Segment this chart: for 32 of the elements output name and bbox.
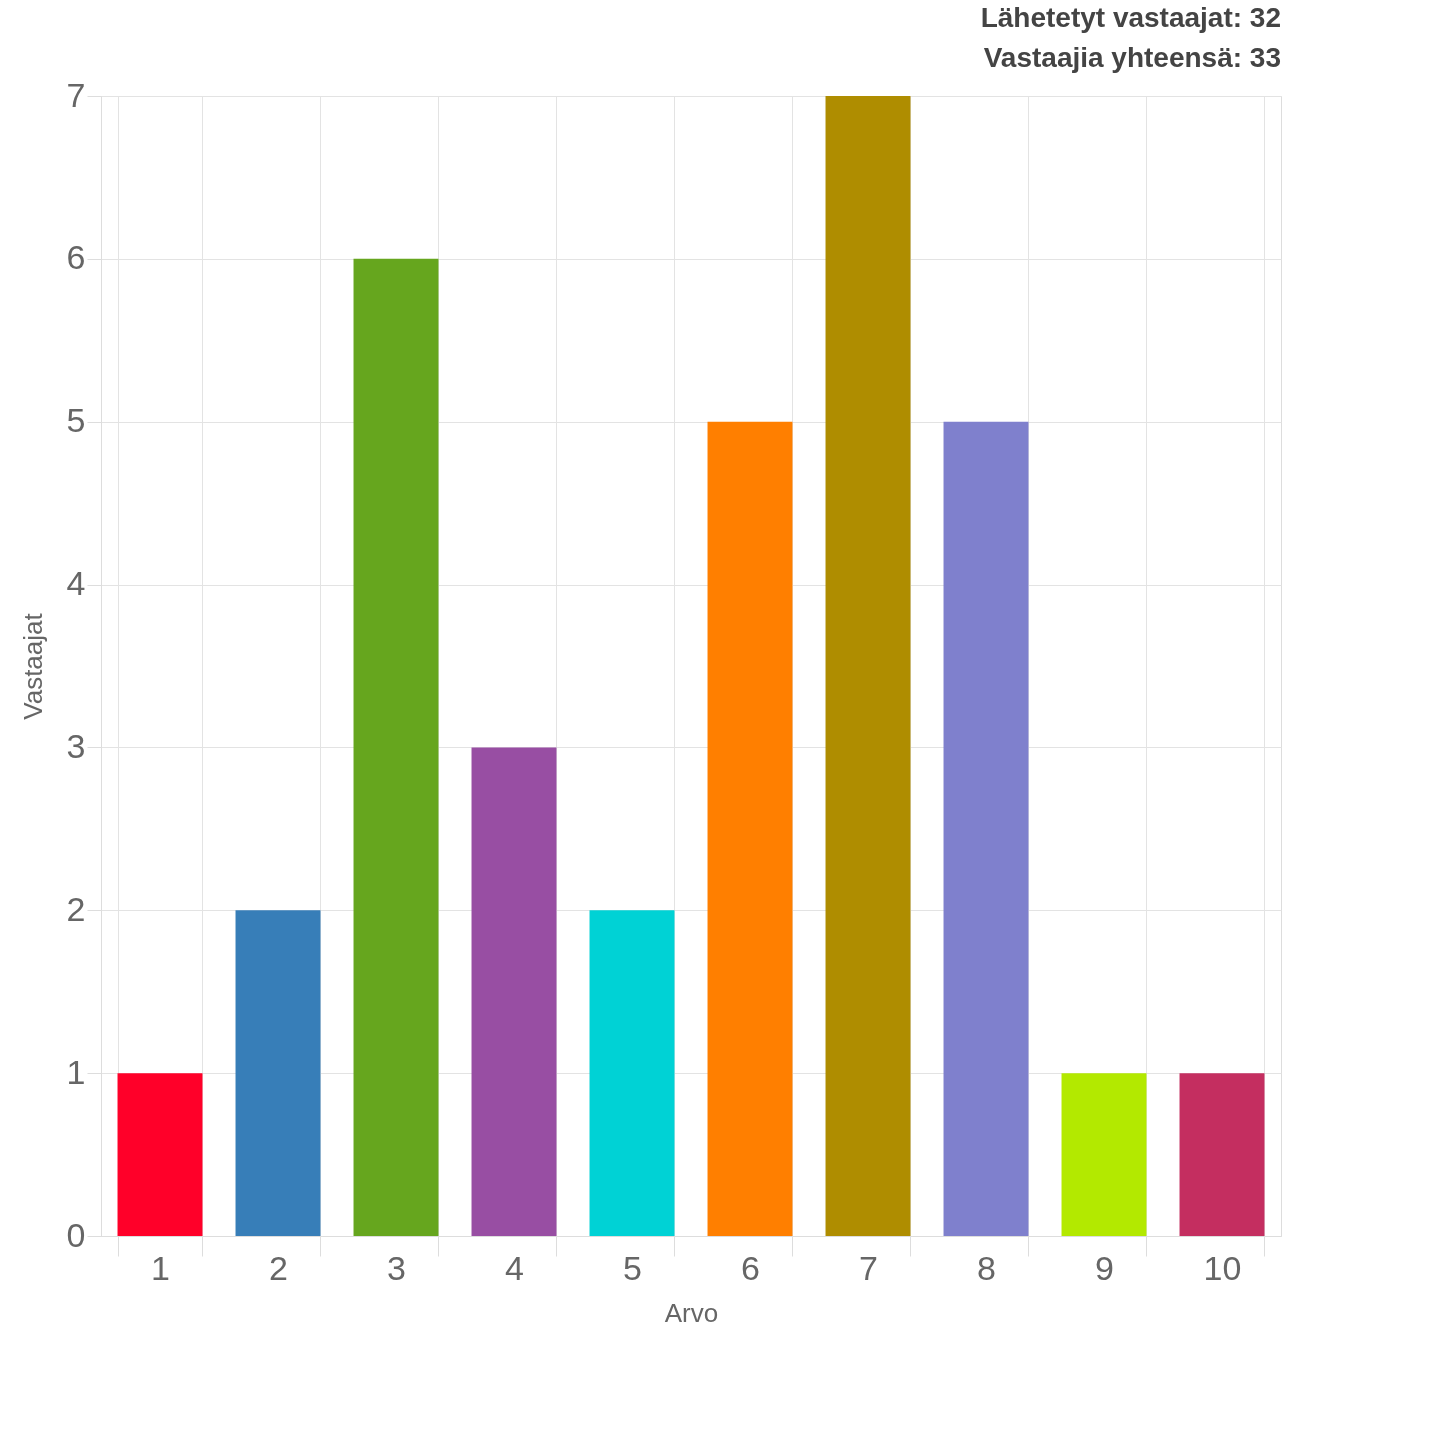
x-tick-label: 10 (1203, 1248, 1242, 1287)
bar (943, 421, 1029, 1236)
bar (825, 96, 911, 1236)
bar (1179, 1073, 1265, 1236)
y-tick-label: 3 (66, 726, 86, 765)
y-tick-label: 4 (66, 564, 86, 603)
bar (707, 421, 793, 1236)
bar (1061, 1073, 1147, 1236)
x-tick-label: 7 (859, 1248, 878, 1287)
x-tick-label: 2 (269, 1248, 288, 1287)
bar (353, 258, 439, 1236)
y-tick-label: 2 (66, 889, 86, 928)
bar (117, 1073, 203, 1236)
y-tick-label: 0 (66, 1215, 86, 1254)
text: Lähetetyt vastaajat: 32 (980, 2, 1281, 33)
y-tick-label: 5 (66, 401, 86, 440)
x-tick-label: 3 (387, 1248, 406, 1287)
x-tick-label: 6 (741, 1248, 760, 1287)
text: Vastaajia yhteensä: 33 (983, 42, 1281, 73)
bar (589, 910, 675, 1236)
bar (471, 747, 557, 1236)
y-axis-title: Vastaajat (17, 612, 48, 720)
x-axis-title: Arvo (664, 1297, 719, 1328)
y-tick-label: 6 (66, 238, 86, 277)
bar (235, 910, 321, 1236)
x-tick-label: 8 (977, 1248, 996, 1287)
x-tick-label: 9 (1095, 1248, 1114, 1287)
y-tick-label: 7 (66, 75, 86, 114)
x-tick-label: 4 (505, 1248, 524, 1287)
x-tick-label: 5 (623, 1248, 642, 1287)
x-tick-label: 1 (151, 1248, 170, 1287)
y-tick-label: 1 (66, 1052, 86, 1091)
